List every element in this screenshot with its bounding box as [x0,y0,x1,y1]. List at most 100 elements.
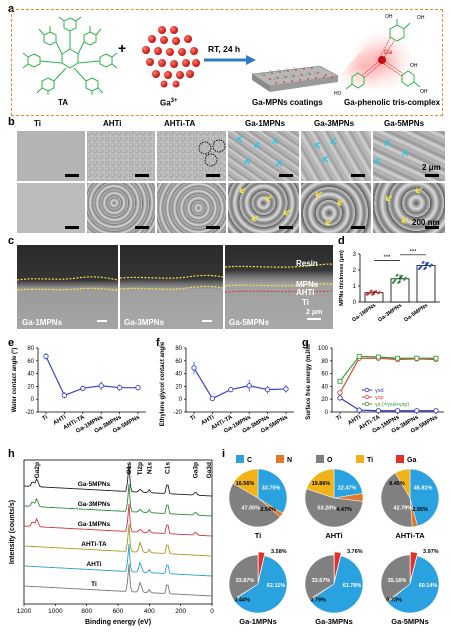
col-label-ga1: Ga-1MPNs [245,119,286,128]
scale-bar [279,174,293,177]
pie-value-label: 3.58% [271,549,287,555]
x-tick-label: 1000 [48,608,63,615]
pie-slice-o [228,554,259,600]
data-point [264,386,271,393]
sem-image-top-5 [373,131,445,181]
scale-bar [351,174,365,177]
series-line [193,367,287,400]
sem-image-bottom-5 [373,183,445,233]
data-point [356,407,362,413]
scale-bar [425,226,439,229]
data-point [337,378,343,384]
y-tick-label: -20 [173,410,182,416]
spectrum-line [23,523,213,557]
arrow-marker [239,187,247,194]
pie-slice-o [304,554,335,600]
data-point [370,289,373,292]
pie-slice-ti [306,468,335,499]
legend-swatch [356,455,364,463]
pie-title: Ti [255,531,262,540]
arrow-marker [384,140,391,147]
data-point [43,353,49,359]
spectrum-label: AHTi-TA [81,541,107,548]
pie-slice-c [409,468,440,527]
oh-label: OH [385,14,393,20]
pie-value-label: 2.95% [412,507,428,513]
pie-slice-o [228,483,281,528]
y-tick-label: 20 [321,397,328,403]
pie-slice-c [233,555,288,614]
pie-value-label: 33.75% [262,485,281,491]
pie-slice-c [387,555,440,614]
y-tick-label: 100 [318,346,329,352]
data-point [396,273,399,276]
data-point [394,278,397,281]
legend-label: C [247,457,252,464]
pie-value-label: 3.76% [347,549,363,555]
layer-ahti: AHTi [296,288,315,297]
x-tick-label: 1200 [17,608,32,615]
data-point [422,260,425,264]
peak-label: N1s [146,462,153,474]
x-tick-label: Ga-5MPNs [403,303,429,324]
data-point [430,263,433,266]
data-point [420,265,423,268]
x-tick-label: 600 [113,608,124,615]
spectrum-label: Ga-5MPNs [78,481,111,488]
bar [416,265,436,303]
x-tick-label: Ti [189,414,197,422]
data-point [209,395,216,402]
arrow-marker [283,209,291,216]
reaction-condition: RT, 24 h [208,44,241,54]
x-tick-label: Ti [335,414,343,422]
y-tick-label: 60 [321,372,328,378]
chart-eg-contact-angle: -20 0 20 40 60 80 Ethylene glycol contact angl… [160,342,294,435]
peak-label: Ga2p [34,462,41,478]
data-point [228,386,234,393]
panel-label-b: b [8,116,15,128]
arrow-marker [325,219,333,226]
schematic-box [11,9,443,116]
data-point [356,353,362,359]
chart-element-composition: C N O Ti Ga Ti 33.75% 2.54%47.05% 16.56% AHTi 22.4… [228,455,440,626]
pie-value-label: 61.78% [343,583,362,589]
data-point [404,276,407,279]
cross-section-ga1 [17,245,118,329]
sem-arrows [236,136,423,226]
ga-label: Ga3+ [160,98,178,108]
data-point [135,385,141,391]
sem-image-bottom-1 [87,183,155,233]
plot-frame [23,459,213,605]
scale-bar [279,226,293,229]
pie-value-label: 62.11% [267,583,285,589]
data-point [414,355,420,361]
layer-resin: Resin [296,259,318,268]
pie-slice-ga [258,551,266,582]
data-point [191,365,197,371]
y-tick-label: 20 [175,384,182,390]
ga-ion-cluster [142,26,200,88]
layer-mpns: MPNs [296,280,319,289]
arrow-marker [402,150,409,157]
y-axis-title: Intensity (counts/s) [9,500,16,564]
ta-label: TA [58,98,69,107]
pie-value-label: 47.05% [241,506,260,512]
x-tick-label: 0 [210,608,214,615]
pie-title: Ga-1MPNs [239,617,277,626]
col-label-ga5: Ga-5MPNs [384,119,425,128]
pie-slice-c [333,468,363,499]
pie-slice-ti [232,468,259,499]
sem-image-bottom-4 [301,183,371,233]
layer-ti: Ti [302,298,309,307]
dashed-circle-markers [198,139,226,167]
legend-label: N [287,457,292,464]
legend-marker [364,394,370,400]
x-axis-title: Binding energy (eV) [85,619,151,626]
pie-value-label: 2.54% [260,507,276,513]
dashed-circle [204,153,218,167]
panel-label-c: c [8,235,15,247]
pie-value-label: 0.44% [234,597,250,603]
arrow-marker [276,160,283,167]
